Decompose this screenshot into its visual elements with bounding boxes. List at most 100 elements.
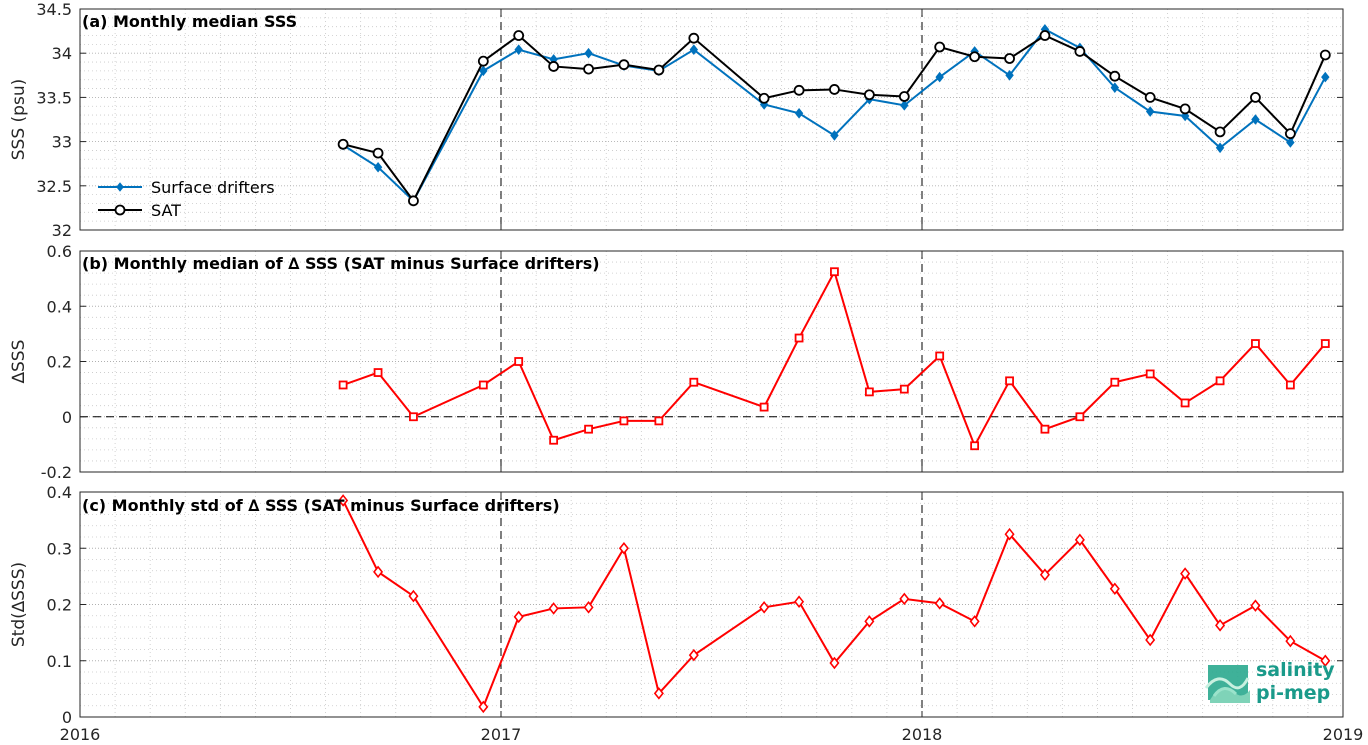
panel-c: 0 0.1 0.2 0.3 0.4 2016 2017 2018 2019 Std(∆SSS) (c…	[9, 483, 1363, 744]
y-tick-label: 34.5	[36, 0, 72, 19]
data-point-diamond	[408, 589, 419, 603]
y-tick-label: 33	[52, 133, 72, 152]
data-point-diamond	[1321, 71, 1330, 83]
data-point-square	[619, 416, 629, 426]
data-point-diamond	[935, 71, 944, 83]
data-point-diamond	[830, 130, 839, 141]
data-point-circle	[758, 92, 770, 104]
panel-title: (a) Monthly median SSS	[82, 12, 297, 31]
logo-line1: salinity	[1256, 659, 1335, 681]
data-point-diamond	[338, 494, 349, 507]
y-tick-label: -0.2	[41, 463, 72, 482]
data-point-diamond	[1180, 567, 1191, 580]
data-point-circle	[829, 84, 840, 95]
data-point-square	[1320, 339, 1330, 348]
salinity-pi-mep-logo: salinity pi-mep	[1204, 659, 1335, 704]
data-point-diamond	[1285, 634, 1296, 648]
data-point-diamond	[513, 610, 524, 624]
data-point-circle	[618, 59, 630, 71]
data-point-diamond	[1145, 633, 1156, 647]
data-point-diamond	[1250, 599, 1261, 612]
data-point-square	[514, 357, 524, 366]
wave-icon	[1204, 665, 1250, 703]
data-point-square	[1110, 377, 1120, 387]
data-point-circle	[1039, 30, 1051, 41]
x-tick-label: 2018	[902, 725, 943, 744]
data-point-square	[373, 368, 383, 377]
panel-title: (c) Monthly std of ∆ SSS (SAT minus Surf…	[82, 496, 560, 515]
data-point-circle	[477, 55, 489, 67]
y-tick-label: 0.2	[47, 596, 72, 615]
y-tick-label: 32	[52, 221, 72, 240]
data-point-diamond	[794, 595, 805, 608]
data-point-square	[794, 333, 804, 343]
data-point-diamond	[794, 108, 804, 119]
data-point-circle	[337, 138, 349, 150]
legend: Surface drifters SAT	[98, 178, 275, 220]
data-point-diamond	[373, 161, 383, 173]
data-point-circle	[653, 64, 665, 76]
data-point-square	[935, 351, 945, 361]
data-point-diamond	[1109, 582, 1120, 596]
y-tick-label: 32.5	[36, 177, 72, 196]
data-point-circle	[1144, 92, 1156, 103]
data-point-diamond	[584, 47, 593, 59]
data-point-square	[830, 267, 839, 277]
data-point-diamond	[689, 44, 699, 55]
data-point-diamond	[899, 592, 910, 606]
data-point-square	[549, 435, 559, 445]
data-point-circle	[934, 41, 946, 53]
data-point-square	[654, 416, 664, 426]
data-point-diamond	[653, 687, 664, 700]
data-point-diamond	[548, 602, 559, 615]
data-point-circle	[1319, 49, 1331, 61]
data-point-diamond	[1004, 527, 1015, 541]
data-point-square	[970, 441, 980, 451]
data-point-square	[1145, 369, 1155, 379]
data-point-circle	[1074, 46, 1086, 57]
y-tick-label: 34	[52, 44, 72, 63]
panel-title: (b) Monthly median of ∆ SSS (SAT minus S…	[82, 254, 600, 273]
data-point-circle	[372, 147, 384, 159]
y-tick-label: 0	[62, 408, 72, 427]
data-point-square	[759, 402, 769, 412]
data-point-circle	[1214, 126, 1226, 138]
data-point-diamond	[618, 541, 629, 555]
y-tick-label: 0.6	[47, 242, 72, 261]
data-point-diamond	[478, 700, 489, 714]
data-point-circle	[1284, 128, 1296, 140]
data-point-square	[584, 424, 593, 434]
data-point-circle	[408, 195, 419, 207]
y-tick-label: 0.1	[47, 652, 72, 671]
legend-label: Surface drifters	[151, 178, 275, 197]
data-point-diamond	[1320, 654, 1331, 668]
data-point-square	[478, 380, 488, 390]
data-point-diamond	[934, 597, 945, 610]
data-point-square	[1040, 424, 1050, 434]
data-point-diamond	[829, 656, 840, 670]
data-point-diamond	[373, 565, 384, 579]
data-point-circle	[513, 30, 525, 41]
data-point-diamond	[479, 65, 488, 77]
data-point-square	[409, 412, 418, 422]
data-point-square	[1005, 376, 1014, 386]
data-point-diamond	[1005, 70, 1014, 81]
data-point-square	[1075, 412, 1085, 422]
data-point-circle	[548, 61, 560, 72]
y-tick-label: 0.3	[47, 539, 72, 558]
data-point-square	[338, 380, 348, 390]
data-point-diamond	[1251, 114, 1260, 125]
data-point-diamond	[514, 44, 523, 55]
axes-frame	[79, 8, 1344, 231]
y-tick-label: 0.4	[47, 297, 72, 316]
legend-label: SAT	[151, 201, 181, 220]
data-point-circle	[583, 63, 594, 75]
data-point-square	[864, 387, 874, 397]
x-tick-label: 2019	[1323, 725, 1364, 744]
x-tick-label: 2017	[481, 725, 522, 744]
data-point-diamond	[1039, 568, 1050, 581]
y-tick-label: 33.5	[36, 88, 72, 107]
data-point-circle	[1250, 92, 1261, 103]
data-point-circle	[793, 84, 805, 96]
